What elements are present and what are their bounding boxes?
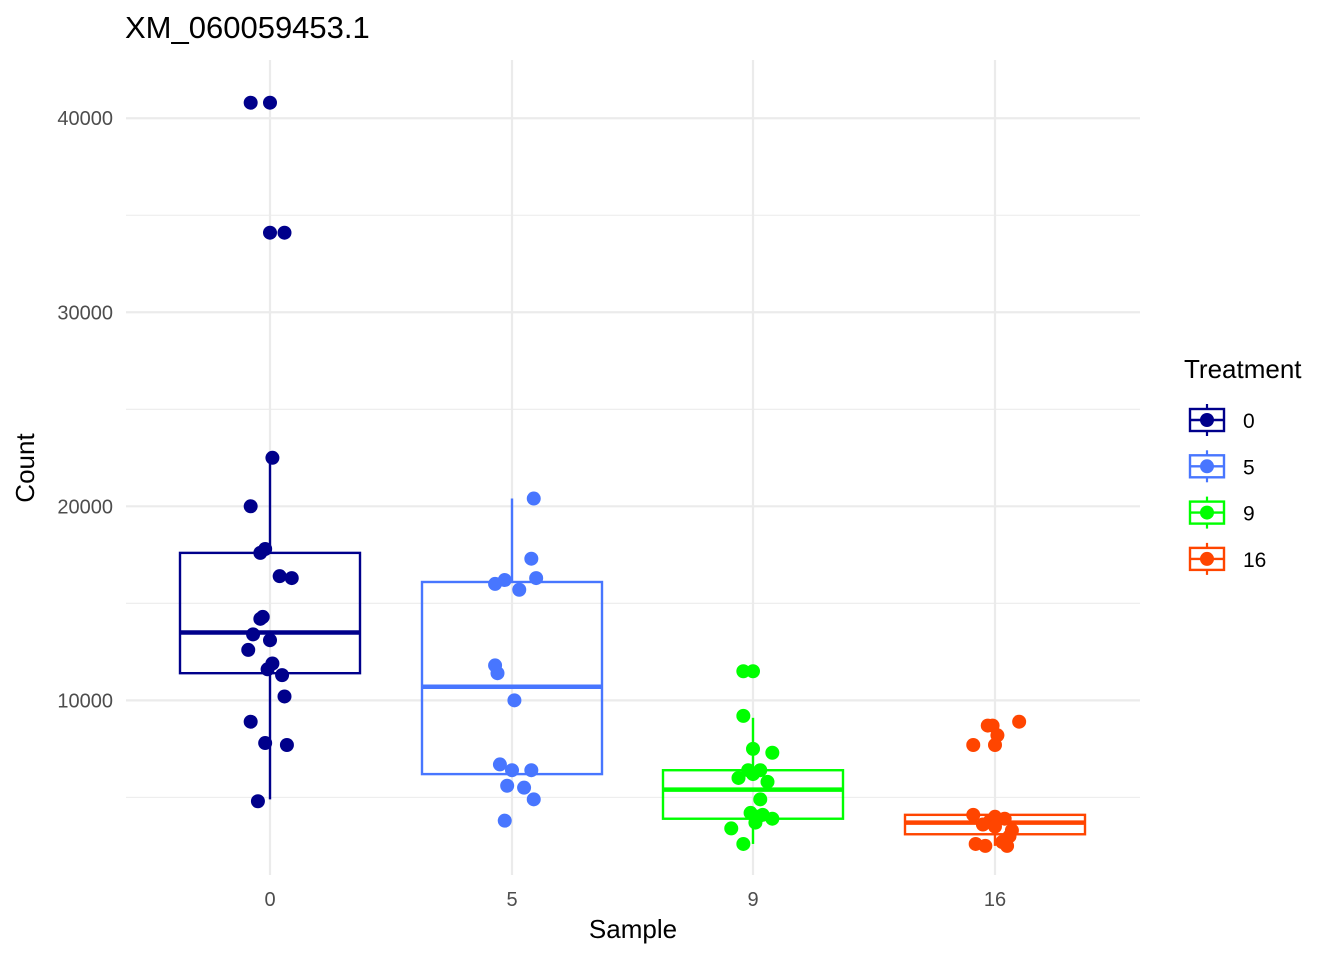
- y-tick-label: 30000: [57, 302, 113, 324]
- data-point: [746, 664, 760, 679]
- legend-title: Treatment: [1184, 354, 1302, 384]
- data-point: [988, 737, 1002, 752]
- box-layer: [178, 457, 1087, 846]
- data-point: [284, 571, 299, 586]
- x-tick-label: 5: [506, 889, 517, 911]
- data-point: [512, 582, 527, 597]
- data-point: [746, 741, 760, 756]
- legend-point: [1200, 551, 1214, 566]
- data-point: [492, 757, 507, 772]
- legend-point: [1200, 505, 1214, 520]
- x-tick-label: 0: [264, 889, 275, 911]
- data-point: [760, 774, 775, 789]
- data-point: [765, 745, 780, 760]
- data-point: [272, 569, 287, 584]
- plot-grid: [126, 60, 1140, 875]
- legend-label: 16: [1243, 549, 1266, 572]
- data-point: [978, 838, 993, 853]
- data-point: [275, 668, 290, 683]
- box-rect: [420, 580, 604, 776]
- data-point: [488, 576, 503, 591]
- x-axis-label: Sample: [589, 914, 677, 944]
- data-point: [966, 807, 981, 822]
- data-point: [526, 491, 541, 506]
- legend-label: 0: [1243, 410, 1255, 433]
- data-point: [243, 95, 258, 110]
- data-point: [529, 571, 544, 586]
- data-point: [258, 736, 273, 751]
- data-point: [524, 763, 539, 778]
- legend-point: [1200, 413, 1214, 427]
- data-point: [241, 642, 256, 657]
- x-tick-label: 9: [747, 889, 758, 911]
- legend-key-9: 9: [1188, 496, 1255, 529]
- data-point: [997, 811, 1012, 826]
- legend-label: 9: [1243, 503, 1255, 526]
- data-point: [277, 225, 292, 240]
- data-point: [753, 792, 768, 807]
- y-axis-ticks: 10000 20000 30000 40000: [57, 108, 113, 712]
- y-tick-label: 40000: [57, 108, 113, 130]
- data-point: [724, 821, 739, 836]
- data-point: [500, 778, 515, 793]
- point-layer: [241, 95, 1027, 853]
- data-point: [746, 767, 760, 782]
- legend-key-16: 16: [1188, 542, 1266, 575]
- data-point: [524, 551, 539, 566]
- data-point: [497, 813, 512, 828]
- data-point: [975, 817, 990, 832]
- legend-key-5: 5: [1188, 450, 1255, 483]
- data-point: [505, 763, 519, 778]
- box-5: [420, 498, 604, 776]
- data-point: [263, 633, 277, 648]
- data-point: [1000, 838, 1015, 853]
- x-tick-label: 16: [984, 889, 1006, 911]
- y-axis-label: Count: [10, 433, 40, 503]
- data-point: [279, 737, 294, 752]
- y-tick-label: 10000: [57, 690, 113, 712]
- data-point: [246, 627, 261, 642]
- data-point: [263, 95, 277, 110]
- data-point: [243, 714, 258, 729]
- data-point: [250, 794, 265, 809]
- data-point: [265, 450, 280, 465]
- data-point: [277, 689, 292, 704]
- data-point: [258, 542, 273, 556]
- data-point: [243, 499, 258, 514]
- box-rect: [178, 551, 362, 675]
- data-point: [490, 666, 505, 681]
- data-point: [263, 225, 277, 240]
- legend-label: 5: [1243, 456, 1255, 479]
- data-point: [260, 662, 275, 677]
- legend-key-0: 0: [1188, 404, 1255, 436]
- data-point: [748, 815, 763, 830]
- chart-title: XM_060059453.1: [125, 10, 370, 45]
- data-point: [736, 708, 751, 723]
- data-point: [736, 664, 751, 679]
- y-tick-label: 20000: [57, 496, 113, 518]
- data-point: [255, 609, 270, 624]
- data-point: [731, 770, 746, 785]
- data-point: [736, 836, 751, 851]
- data-point: [765, 811, 780, 826]
- data-point: [507, 693, 522, 708]
- legend-point: [1200, 459, 1214, 474]
- data-point: [526, 792, 541, 807]
- data-point: [1012, 714, 1027, 729]
- data-point: [966, 737, 981, 752]
- x-axis-ticks: 0 5 9 16: [264, 889, 1006, 911]
- legend: Treatment 0 5 9 16: [1184, 354, 1302, 575]
- data-point: [517, 780, 532, 795]
- data-point: [988, 819, 1002, 834]
